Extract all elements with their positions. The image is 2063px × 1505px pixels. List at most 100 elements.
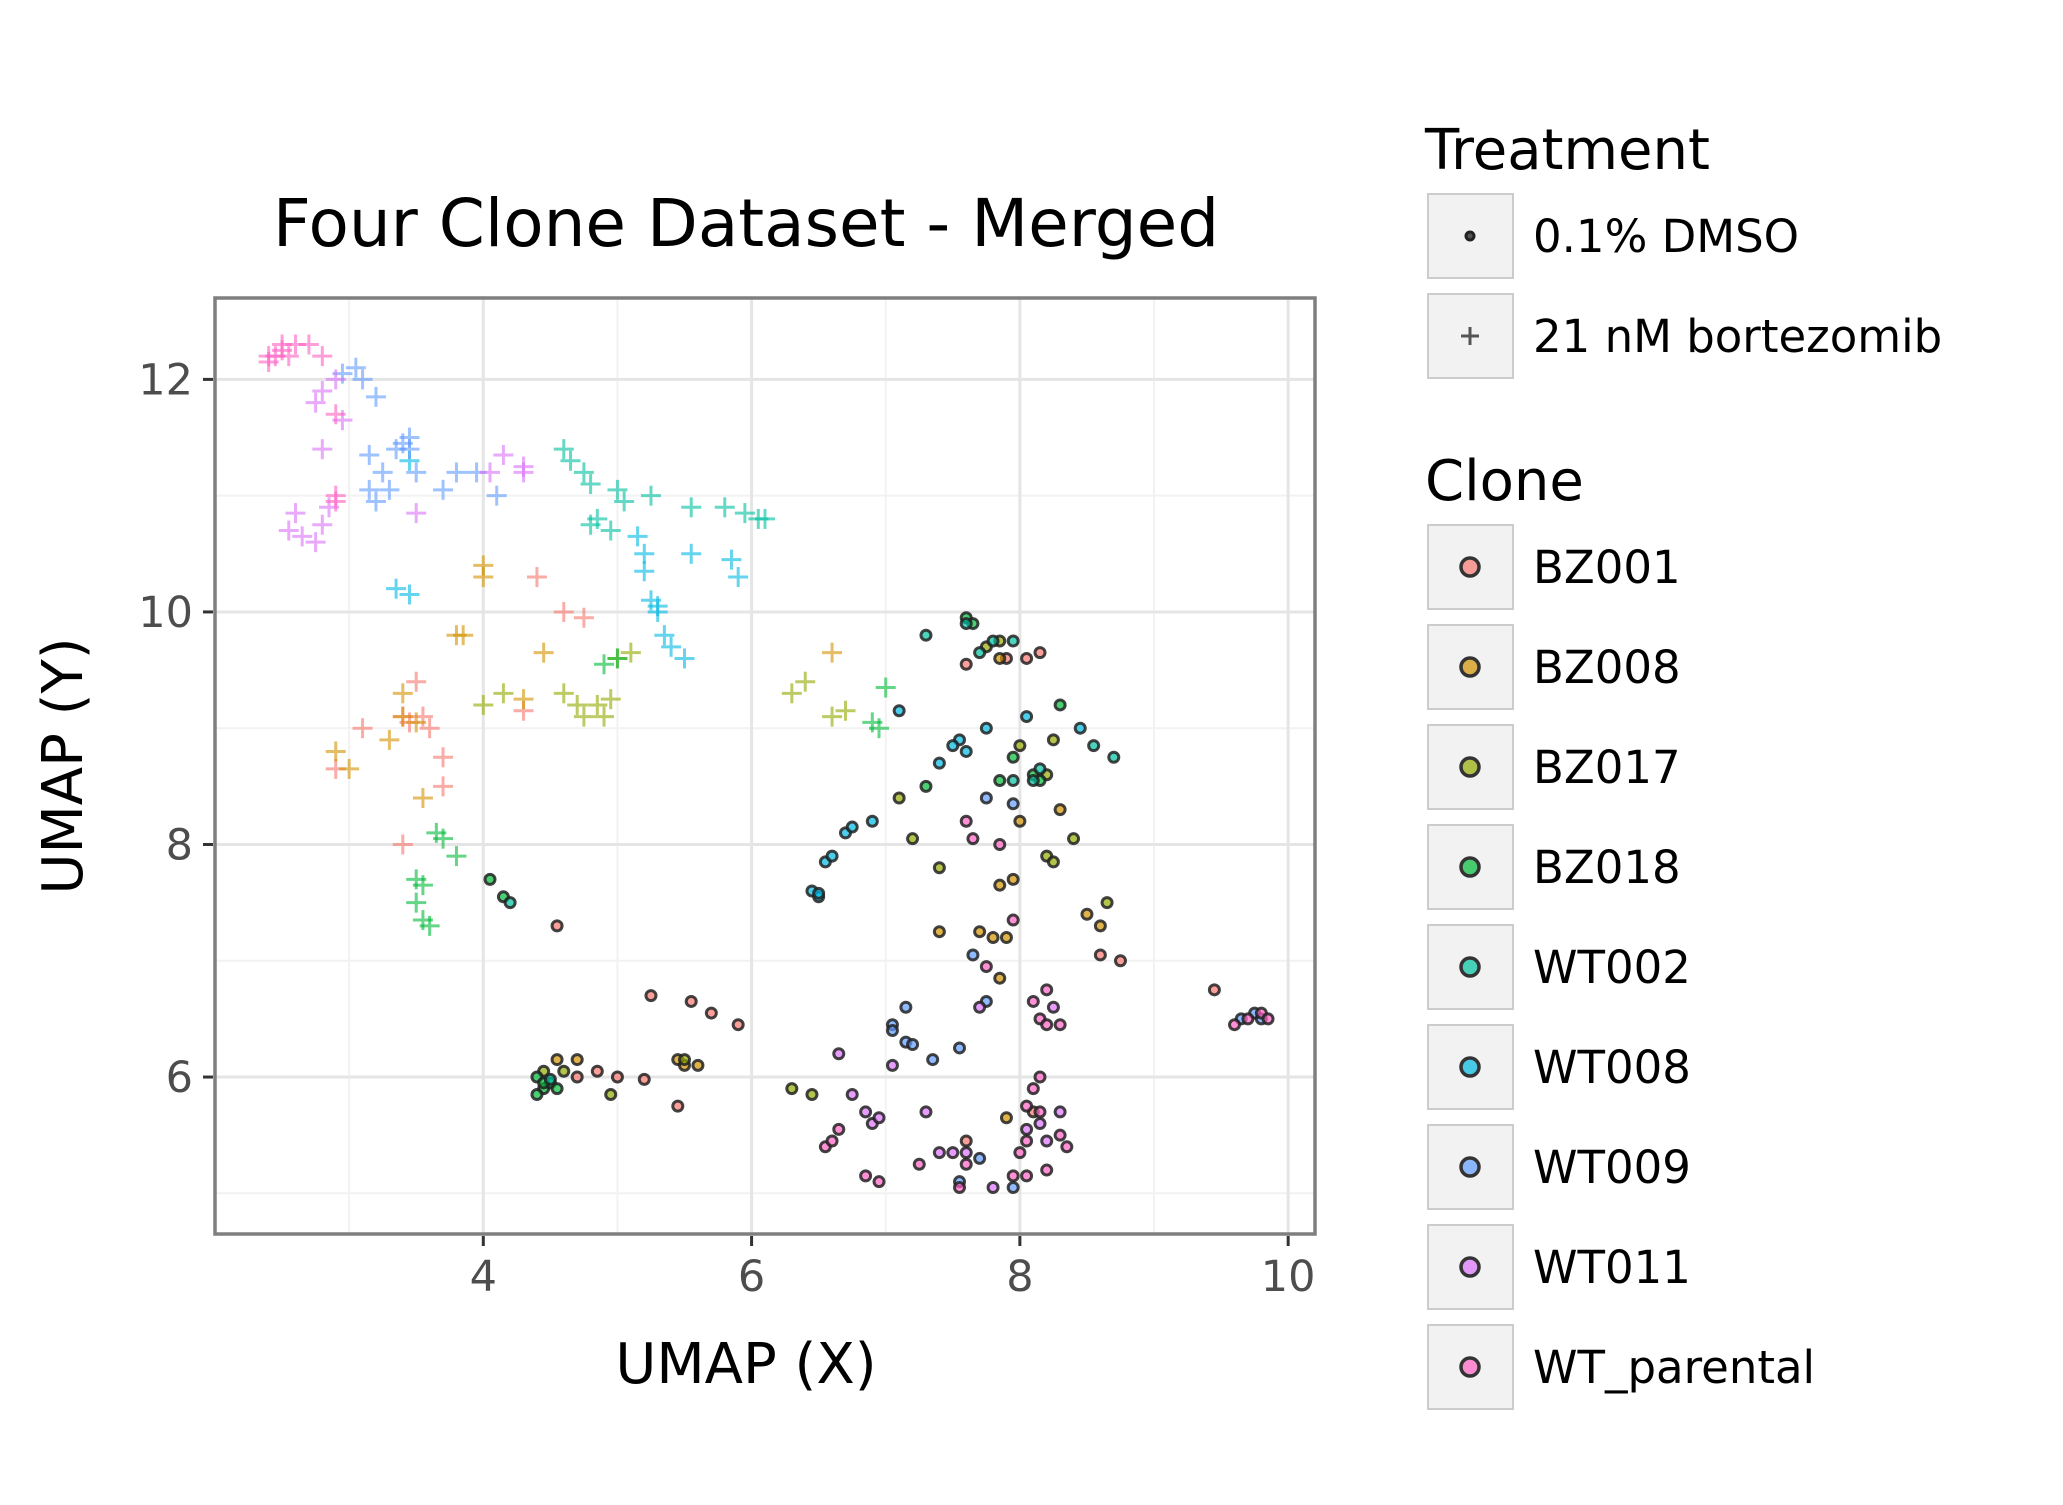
data-point-circle	[845, 1087, 859, 1101]
data-point-plus	[278, 520, 299, 541]
data-point-plus	[533, 642, 554, 663]
legend-clone-swatch	[1459, 1356, 1481, 1378]
legend-clone-swatch	[1459, 556, 1481, 578]
data-point-plus	[600, 520, 621, 541]
data-point-circle	[543, 1072, 557, 1086]
data-point-plus	[312, 439, 333, 460]
legend-clone-item: BZ008	[1427, 624, 1681, 710]
data-point-plus	[433, 479, 454, 500]
plot-panel	[213, 296, 1317, 1236]
data-point-plus	[406, 671, 427, 692]
legend-clone-swatch	[1459, 956, 1481, 978]
data-point-circle	[812, 886, 826, 900]
data-point-circle	[530, 1087, 544, 1101]
data-point-plus	[661, 636, 682, 657]
data-point-circle	[885, 1024, 899, 1038]
data-point-plus	[352, 718, 373, 739]
data-point-circle	[1080, 907, 1094, 921]
legend-clone-item: WT011	[1427, 1224, 1691, 1310]
x-axis-title: UMAP (X)	[615, 1332, 876, 1397]
data-point-plus	[573, 706, 594, 727]
data-point-plus	[433, 747, 454, 768]
y-tick-label: 8	[166, 820, 193, 870]
x-tick-label: 10	[1261, 1252, 1316, 1302]
data-point-plus	[345, 357, 366, 378]
legend-clone-label: BZ008	[1533, 641, 1681, 694]
data-point-plus	[714, 497, 735, 518]
y-tick-label: 10	[138, 588, 193, 638]
data-point-plus	[406, 503, 427, 524]
data-point-plus	[480, 462, 500, 483]
data-point-circle	[570, 1070, 584, 1084]
data-point-plus	[594, 706, 615, 727]
data-point-circle	[604, 1087, 618, 1101]
data-point-circle	[986, 1180, 1000, 1194]
data-point-plus	[433, 776, 454, 797]
data-point-plus	[607, 648, 628, 669]
legend-treatment-items: 0.1% DMSO 21 nM bortezomib	[1427, 193, 1942, 379]
data-point-circle	[1020, 710, 1034, 724]
data-point-plus	[453, 625, 474, 646]
data-point-circle	[959, 657, 973, 671]
data-point-plus	[600, 689, 621, 710]
y-axis-title: UMAP (Y)	[31, 637, 96, 894]
y-tick-label: 6	[166, 1053, 193, 1103]
data-point-plus	[258, 351, 279, 372]
data-point-plus	[312, 514, 333, 535]
data-point-circle	[1020, 1169, 1034, 1183]
data-point-plus	[781, 683, 802, 704]
data-point-circle	[1053, 1128, 1067, 1142]
data-point-circle	[1040, 1134, 1054, 1148]
data-points	[258, 334, 1275, 1194]
data-point-circle	[1040, 1018, 1054, 1032]
data-point-circle	[671, 1099, 685, 1113]
data-point-circle	[1046, 733, 1060, 747]
data-point-circle	[1228, 1018, 1242, 1032]
data-point-plus	[755, 508, 775, 529]
data-point-circle	[1026, 1082, 1040, 1096]
x-tick-label: 8	[1006, 1252, 1033, 1302]
data-point-circle	[570, 1053, 584, 1067]
data-point-circle	[946, 739, 960, 753]
data-point-circle	[1013, 739, 1027, 753]
data-point-circle	[1006, 1180, 1020, 1194]
data-point-plus	[822, 706, 843, 727]
data-point-plus	[553, 683, 574, 704]
data-point-circle	[1046, 855, 1060, 869]
data-point-circle	[932, 861, 946, 875]
data-point-plus	[365, 386, 386, 407]
data-point-circle	[906, 832, 920, 846]
legend-clone-item: BZ018	[1427, 824, 1681, 910]
legend-clone-title: Clone	[1425, 449, 1584, 514]
data-point-circle	[979, 721, 993, 735]
data-point-circle	[1040, 983, 1054, 997]
data-point-circle	[959, 814, 973, 828]
data-point-circle	[1033, 646, 1047, 660]
data-point-circle	[1006, 913, 1020, 927]
data-point-plus	[406, 712, 427, 733]
data-point-plus	[681, 497, 702, 518]
data-point-circle	[859, 1169, 873, 1183]
legend-treatment-title: Treatment	[1424, 118, 1710, 183]
data-point-circle	[845, 820, 859, 834]
data-point-circle	[785, 1082, 799, 1096]
data-point-circle	[986, 634, 1000, 648]
data-point-circle	[865, 814, 879, 828]
data-point-plus	[627, 526, 648, 547]
data-point-plus	[446, 462, 467, 483]
data-point-circle	[899, 1000, 913, 1014]
data-point-circle	[959, 1134, 973, 1148]
data-point-plus	[419, 915, 440, 936]
data-point-circle	[1013, 1146, 1027, 1160]
data-point-plus	[795, 671, 816, 692]
data-point-plus	[392, 834, 413, 855]
data-point-circle	[1006, 797, 1020, 811]
data-point-circle	[644, 989, 658, 1003]
plot-border	[213, 296, 1317, 1236]
data-point-circle	[1060, 1140, 1074, 1154]
legend-treatment: Treatment 0.1% DMSO 21 nM bortezomib	[1424, 118, 1942, 379]
data-point-plus	[285, 503, 306, 524]
data-point-plus	[312, 346, 333, 367]
data-point-plus	[734, 503, 755, 524]
data-point-circle	[986, 931, 1000, 945]
